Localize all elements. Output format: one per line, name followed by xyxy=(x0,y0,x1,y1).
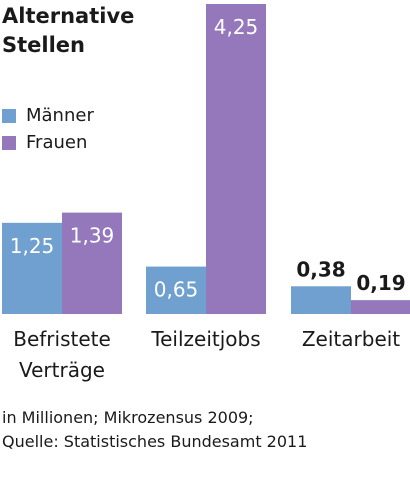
category-label-1-line-1: Befristete xyxy=(13,327,111,351)
footnote: in Millionen; Mikrozensus 2009; Quelle: … xyxy=(2,406,307,454)
bar-frauen-1 xyxy=(62,212,122,314)
chart-title-line-1: Alternative xyxy=(2,4,135,28)
legend-label-maenner: Männer xyxy=(26,105,94,126)
data-label-maenner-1: 1,25 xyxy=(10,234,55,258)
bar-frauen-3 xyxy=(351,300,410,314)
data-label-maenner-2: 0,65 xyxy=(154,278,199,302)
category-label-1-line-2: Verträge xyxy=(19,358,105,382)
chart-title: Alternative Stellen xyxy=(2,2,134,60)
legend-label-frauen: Frauen xyxy=(26,132,88,153)
category-label-2-line-1: Teilzeitjobs xyxy=(150,327,260,351)
legend-swatch-maenner xyxy=(2,108,16,123)
data-label-frauen-3: 0,19 xyxy=(356,271,405,295)
footnote-line-1: in Millionen; Mikrozensus 2009; xyxy=(2,408,254,427)
bar-maenner-3 xyxy=(291,286,351,314)
data-label-maenner-3: 0,38 xyxy=(296,257,345,281)
data-label-frauen-2: 4,25 xyxy=(214,15,259,39)
bar-maenner-2 xyxy=(146,266,206,314)
data-label-frauen-1: 1,39 xyxy=(70,224,115,248)
legend-item-maenner: Männer xyxy=(2,102,94,129)
category-label-3-line-1: Zeitarbeit xyxy=(302,327,400,351)
footnote-line-2: Quelle: Statistisches Bundesamt 2011 xyxy=(2,432,308,451)
chart-title-line-2: Stellen xyxy=(2,33,85,57)
bar-maenner-1 xyxy=(2,222,62,314)
bar-chart: 1,25 1,39 Befristete Verträge 0,65 4,25 Teilze… xyxy=(2,4,410,382)
legend-swatch-frauen xyxy=(2,135,16,150)
legend-item-frauen: Frauen xyxy=(2,129,94,156)
legend: Männer Frauen xyxy=(2,102,94,156)
bar-frauen-2 xyxy=(206,4,266,314)
